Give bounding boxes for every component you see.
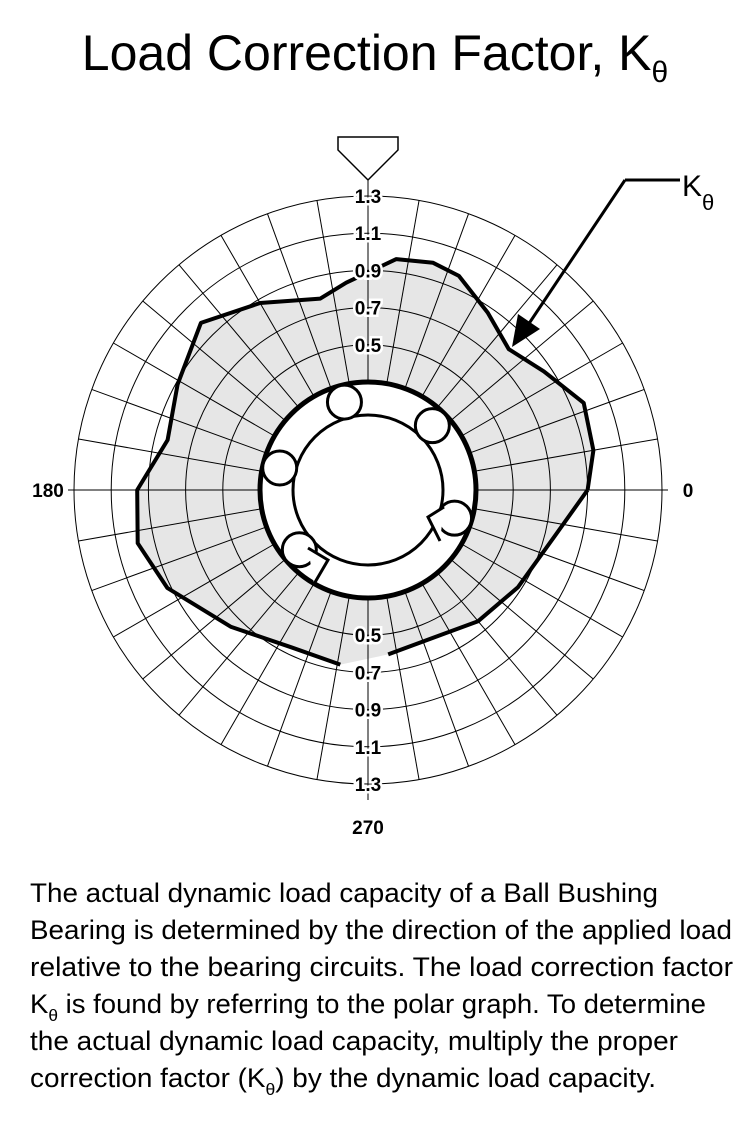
r-tick-label: 0.7 <box>355 299 381 320</box>
description-text: ) by the dynamic load capacity. <box>275 1063 656 1093</box>
description-line: correction factor (K θ) by the dynamic lo… <box>30 1063 656 1099</box>
annotation-subscript: θ <box>702 190 714 215</box>
r-tick-label: 1.1 <box>355 224 382 245</box>
grid-spoke <box>450 300 594 421</box>
grid-spoke <box>78 508 262 542</box>
data <box>137 259 594 665</box>
grid-spoke <box>266 591 332 767</box>
description-text: relative to the bearing circuits. The lo… <box>30 952 733 982</box>
grid-spoke <box>142 300 286 421</box>
grid-spoke <box>474 508 658 542</box>
grid-spoke <box>220 583 315 745</box>
r-tick-label: 1.1 <box>355 738 382 759</box>
grid-spoke <box>142 559 286 680</box>
bushing <box>135 257 596 667</box>
grid-spoke <box>421 583 516 745</box>
grid-spoke <box>178 264 299 408</box>
ball <box>413 407 451 445</box>
grid-spoke <box>91 526 267 592</box>
notch <box>307 546 331 585</box>
description-subscript: θ <box>48 1006 58 1025</box>
description-text: is found by referring to the polar graph… <box>58 989 706 1019</box>
notch <box>426 505 445 542</box>
angle-arrow <box>337 136 399 182</box>
title-text: Load Correction Factor, K <box>82 25 652 81</box>
description-text: correction factor (K <box>30 1063 266 1093</box>
description-text: K <box>30 989 48 1019</box>
grid-spoke <box>386 200 420 384</box>
grid-spoke <box>461 543 623 638</box>
grid-spoke <box>474 438 658 472</box>
r-tick-label: 0.9 <box>355 701 381 722</box>
grid-spoke <box>113 543 275 638</box>
grid-spoke <box>437 572 558 716</box>
r-tick-label: 1.3 <box>355 775 381 796</box>
r-tick-label: 0.9 <box>355 261 381 282</box>
grid-spoke <box>91 388 267 454</box>
grid-spoke <box>220 235 315 397</box>
description-line: relative to the bearing circuits. The lo… <box>30 952 733 982</box>
r-tick-label: 1.3 <box>355 187 381 208</box>
angle-label: 180 <box>32 481 64 502</box>
description-line: Kθ is found by referring to the polar gr… <box>30 989 706 1025</box>
grid-spoke <box>404 591 470 767</box>
shaded-area <box>137 259 594 665</box>
title-subscript: θ <box>652 56 669 89</box>
arrow-head <box>512 314 540 347</box>
bushing-bore <box>291 413 445 567</box>
description-line: Bearing is determined by the direction o… <box>30 915 732 945</box>
grid-spoke <box>386 596 420 780</box>
description-text: Bearing is determined by the direction o… <box>30 915 732 945</box>
grid-spoke <box>469 526 645 592</box>
ball <box>325 383 363 421</box>
r-tick-label: 0.5 <box>355 626 382 647</box>
chart-title: Load Correction Factor, Kθ <box>82 25 668 89</box>
r-tick-label: 0.7 <box>355 663 381 684</box>
grid-spoke <box>461 342 623 437</box>
grid-spoke <box>178 572 299 716</box>
grid-spoke <box>469 388 645 454</box>
grid <box>68 180 668 800</box>
ball <box>261 449 299 487</box>
grid-spoke <box>78 438 262 472</box>
grid-spoke <box>421 235 516 397</box>
description-text: the actual dynamic load capacity, multip… <box>30 1026 678 1056</box>
description-subscript: θ <box>266 1080 276 1099</box>
ball <box>280 531 318 569</box>
grid-spoke <box>316 596 350 780</box>
k-curve <box>135 257 596 667</box>
angle-label: 0 <box>683 481 694 502</box>
description-line: The actual dynamic load capacity of a Ba… <box>30 878 658 908</box>
annotation-arrow <box>526 179 627 326</box>
angle-label: 270 <box>352 818 384 839</box>
description-line: the actual dynamic load capacity, multip… <box>30 1026 678 1056</box>
annotation-text: K <box>682 170 702 203</box>
grid-spoke <box>404 213 470 389</box>
grid-spoke <box>113 342 275 437</box>
grid-spoke <box>450 559 594 680</box>
grid-spoke <box>437 264 558 408</box>
description-text: The actual dynamic load capacity of a Ba… <box>30 878 658 908</box>
annotation: Kθ <box>682 170 714 215</box>
r-tick-label: 0.5 <box>355 336 382 357</box>
